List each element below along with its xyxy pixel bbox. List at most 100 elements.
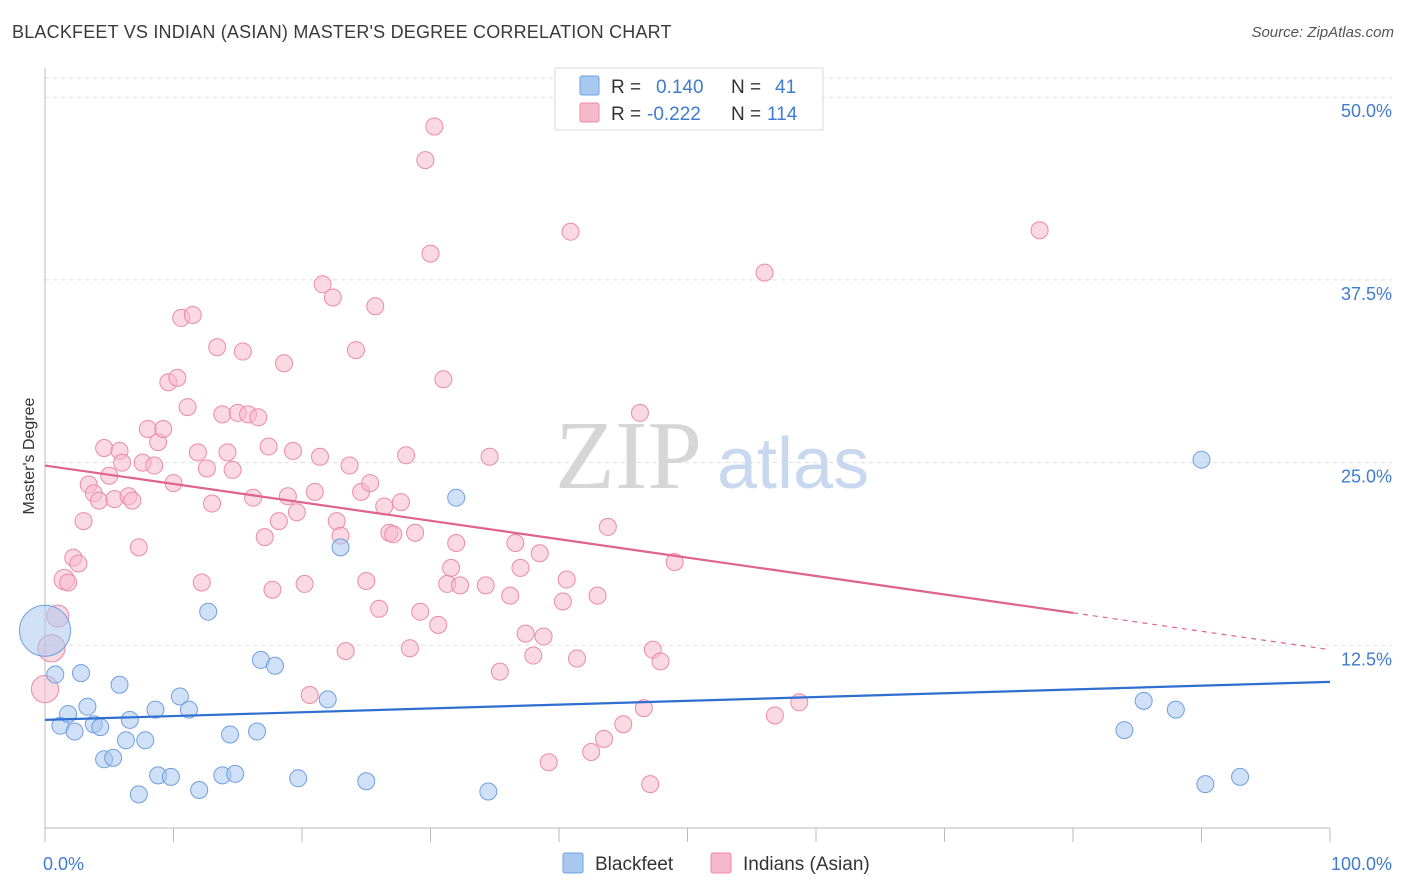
indians-asian-point <box>598 517 617 536</box>
blackfeet-point <box>78 697 97 716</box>
indians-asian-point <box>588 586 607 605</box>
blackfeet-point <box>289 769 308 788</box>
blackfeet-point <box>129 785 148 804</box>
indians-asian-point <box>263 580 282 599</box>
indians-asian-point <box>516 624 535 643</box>
indians-asian-point <box>506 534 525 552</box>
blackfeet-point <box>19 604 71 657</box>
indians-asian-point <box>451 576 470 595</box>
indians-asian-point <box>429 615 448 634</box>
stats-legend-box <box>554 67 824 131</box>
indians-asian-point <box>203 494 222 513</box>
indians-asian-point <box>249 408 268 427</box>
indians-asian-point <box>594 729 613 748</box>
stats-legend: R = 0.140 N = 41 R = -0.222 N = 114 <box>554 67 824 131</box>
watermark: ZIP atlas <box>555 402 869 510</box>
blackfeet-point <box>161 767 180 786</box>
bottom-legend-swatch-indians-asian <box>710 852 732 874</box>
indians-asian-point <box>188 443 207 462</box>
indians-asian-point <box>259 437 278 456</box>
legend-n-label: N = <box>731 77 761 98</box>
indians-asian-point <box>434 370 453 389</box>
indians-asian-point <box>310 447 329 466</box>
axes: 12.5% 25.0% 37.5% 50.0% 0.0% 100.0% <box>43 68 1392 874</box>
indians-asian-point <box>524 646 543 665</box>
watermark-atlas: atlas <box>717 424 869 504</box>
blackfeet-point <box>104 748 123 767</box>
blackfeet-point <box>116 731 135 750</box>
indians-asian-point <box>476 576 495 595</box>
indians-asian-point <box>213 405 232 424</box>
indians-asian-point <box>634 699 653 718</box>
trend-lines <box>44 464 1331 721</box>
indians-asian-point <box>340 456 359 475</box>
y-tick-label: 12.5% <box>1341 649 1392 669</box>
indians-asian-trend-line <box>44 464 1074 614</box>
indians-asian-point <box>391 493 410 512</box>
indians-asian-point <box>553 592 572 611</box>
indians-asian-point <box>154 420 173 438</box>
y-tick-label: 37.5% <box>1341 284 1392 304</box>
blackfeet-point <box>1196 775 1215 794</box>
blackfeet-point <box>226 764 245 783</box>
indians-asian-point <box>755 263 774 282</box>
indians-asian-point <box>197 459 216 478</box>
indians-asian-point <box>223 460 242 479</box>
indians-asian-point <box>370 599 389 618</box>
indians-asian-point <box>400 639 419 658</box>
indians-asian-point <box>447 534 466 552</box>
legend-r-value: 0.140 <box>656 77 704 98</box>
x-tick-label: 0.0% <box>43 854 84 874</box>
blackfeet-point <box>331 538 350 557</box>
indians-asian-point <box>129 538 148 557</box>
indians-asian-point <box>397 446 416 465</box>
legend-n-label: N = <box>731 104 761 125</box>
indians-asian-point <box>557 570 576 589</box>
legend-swatch-indians-asian <box>579 102 600 123</box>
series-indians-asian <box>30 117 1049 794</box>
indians-asian-point <box>361 474 380 493</box>
blackfeet-point <box>136 731 155 750</box>
indians-asian-point <box>346 341 365 360</box>
blackfeet-point <box>248 722 267 741</box>
indians-asian-point <box>323 288 342 307</box>
indians-asian-point <box>501 586 520 605</box>
indians-asian-point <box>534 627 553 646</box>
series-legend: Blackfeet Indians (Asian) <box>562 852 870 875</box>
indians-asian-point <box>406 523 425 542</box>
indians-asian-point <box>69 554 88 573</box>
indians-asian-point <box>582 743 601 761</box>
blackfeet-point <box>146 700 165 719</box>
indians-asian-point <box>255 528 274 547</box>
blackfeet-point <box>199 602 218 621</box>
legend-r-label: R = <box>611 77 641 98</box>
bottom-legend-label-blackfeet: Blackfeet <box>595 854 674 875</box>
blackfeet-point <box>120 710 139 729</box>
indians-asian-point <box>641 775 660 794</box>
blackfeet-trend-line <box>44 680 1331 721</box>
blackfeet-point <box>110 675 129 694</box>
indians-asian-point <box>1030 221 1049 240</box>
blackfeet-point <box>71 664 90 683</box>
indians-asian-point <box>284 441 303 460</box>
indians-asian-point <box>480 447 499 466</box>
indians-asian-point <box>275 354 294 373</box>
blackfeet-point <box>357 772 376 791</box>
indians-asian-point <box>95 439 114 457</box>
indians-asian-point <box>233 342 252 361</box>
indians-asian-point <box>425 117 444 136</box>
indians-asian-point <box>567 649 586 668</box>
y-tick-label: 25.0% <box>1341 467 1392 487</box>
indians-asian-point <box>336 642 355 661</box>
indians-asian-point <box>421 244 440 263</box>
blackfeet-point <box>1192 450 1211 469</box>
indians-asian-point <box>665 553 684 571</box>
blackfeet-point <box>46 665 65 684</box>
y-tick-label: 50.0% <box>1341 101 1392 121</box>
indians-asian-point <box>539 753 558 772</box>
grid-lines <box>45 77 1392 646</box>
indians-asian-point <box>244 488 263 507</box>
blackfeet-point <box>179 700 198 719</box>
indians-asian-point <box>218 443 237 462</box>
